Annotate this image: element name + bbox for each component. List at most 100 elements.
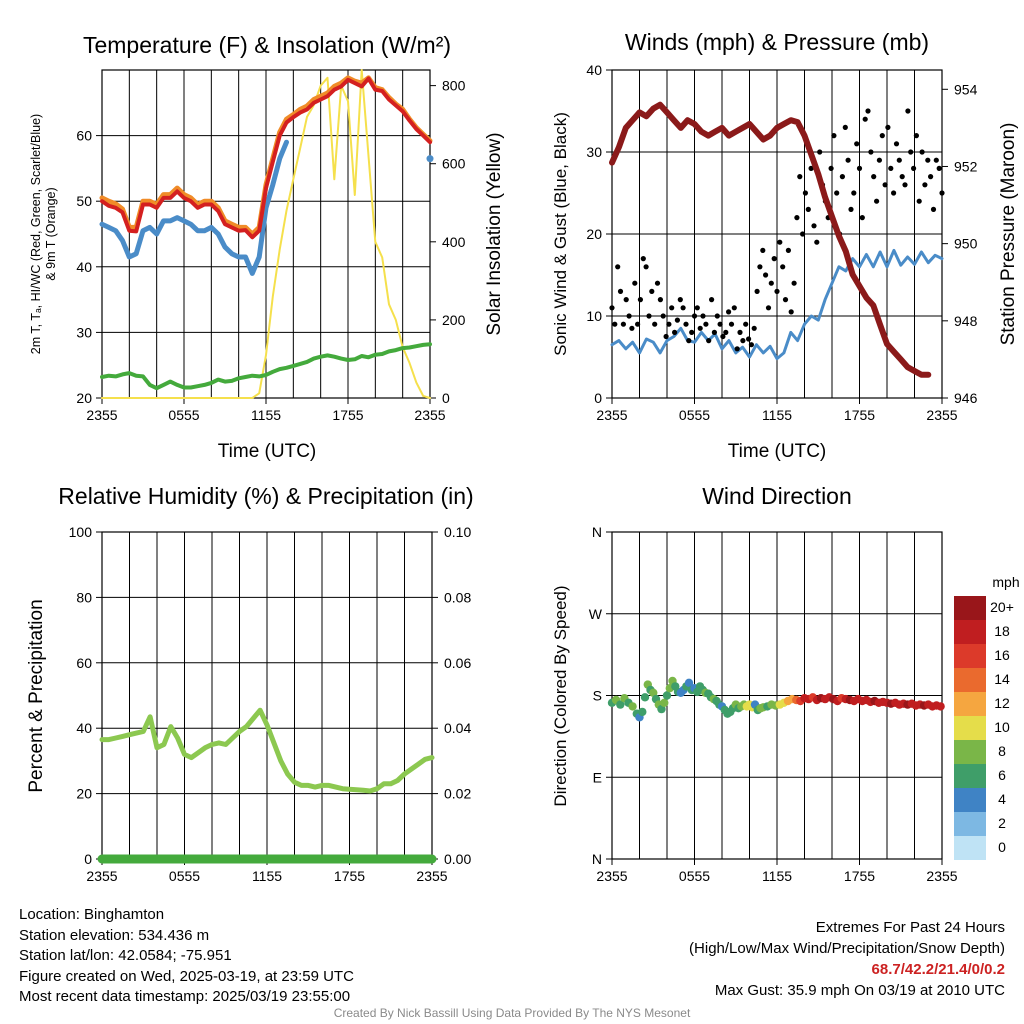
gust-point [697,325,703,331]
gust-point [754,288,760,294]
y-tick-label: N [592,851,602,867]
gust-point [674,317,681,323]
y-tick-label: E [593,769,602,785]
gust-point [797,174,803,180]
y-right-tick-label: 952 [954,158,978,174]
wind-direction-point [936,702,945,711]
gust-point [845,157,851,163]
gust-point [740,338,746,344]
x-tick-label: 1755 [334,868,365,884]
y-right-tick-label: 948 [954,313,978,329]
wind-direction-point [640,693,650,702]
gust-point [794,215,800,221]
x-tick-label: 1755 [844,868,875,884]
y-right-tick-label: 800 [442,78,466,94]
panel-2-title: Winds (mph) & Pressure (mb) [625,29,929,55]
x-tick-label: 2355 [926,407,957,423]
x-axis-label: Time (UTC) [728,441,827,462]
gust-point [666,321,672,327]
gust-point [706,338,712,344]
gust-point [848,206,854,212]
gust-point [709,297,715,303]
y-right-axis-label: Solar Insolation (Yellow) [484,132,505,335]
gust-point [791,280,797,286]
location-text: Location: Binghamton [19,906,165,923]
gust-point [669,305,675,311]
pressure-line [609,101,932,378]
y-tick-label: 30 [586,144,602,160]
wind-direction-point [628,702,637,711]
gust-point [831,133,837,139]
gust-point [936,165,942,171]
gust-point [808,165,814,171]
gust-point [703,321,709,327]
gust-point [731,305,737,311]
wind-direction-point [649,688,658,697]
gust-point [891,190,897,196]
gust-point [871,174,877,180]
gust-point [723,329,729,335]
gust-point [691,313,698,319]
gust-point [922,182,928,188]
y-tick-label: 30 [76,324,92,340]
gust-point [632,280,638,286]
legend-label: 18 [994,623,1010,639]
x-tick-label: 2355 [596,868,627,884]
gust-point [637,297,644,303]
gust-point [757,264,763,270]
gust-point [768,280,774,286]
extremes-subtitle: (High/Low/Max Wind/Precipitation/Snow De… [689,940,1005,957]
y-tick-label: 10 [586,308,602,324]
y-tick-label: 50 [76,193,92,209]
gust-point [765,305,772,311]
y-right-axis-label: Station Pressure (Maroon) [998,123,1019,346]
legend-label: 14 [994,671,1010,687]
x-tick-label: 1155 [762,868,792,884]
gust-point [751,325,757,331]
gust-point [609,305,615,311]
gust-point [902,182,908,188]
y-right-tick-label: 946 [954,390,978,406]
temp-2m-line [100,76,432,240]
gust-point [748,342,755,348]
y-right-tick-label: 950 [954,236,978,252]
gust-point [839,174,846,180]
gust-point [683,321,689,327]
gust-point [717,321,723,327]
gust-point [859,215,865,221]
gust-point [680,305,686,311]
gust-point [933,157,939,163]
sonic-wind-line [610,248,944,361]
y-right-tick-label: 0.04 [444,720,471,736]
y-right-tick-label: 200 [442,312,466,328]
wind-direction-point [684,678,694,687]
gust-point [746,336,752,342]
station-info: Location: Binghamton Station elevation: … [19,905,354,1008]
legend-label: 0 [998,839,1006,855]
gust-point [623,297,629,303]
gust-point [842,124,848,130]
gust-point [854,141,860,147]
gust-point [802,190,809,196]
gust-point [893,141,900,147]
gust-point [868,149,874,155]
gust-point [785,247,792,253]
max-gust-text: Max Gust: 35.9 mph On 03/19 at 2010 UTC [714,982,1005,999]
y-axis-label: Direction (Colored By Speed) [551,585,570,806]
gust-point [663,333,669,340]
wind-direction-point [657,704,666,714]
y-tick-label: 100 [69,524,93,540]
gust-point [916,198,922,204]
gust-point [834,190,840,196]
gust-point [649,288,655,294]
y-right-tick-label: 0.10 [444,524,471,540]
gust-point [925,157,931,163]
gust-point [617,288,624,294]
gust-point [851,190,857,196]
gust-point [782,297,789,303]
gust-point [737,329,743,335]
gust-point [928,174,934,180]
gust-point [896,157,902,163]
wind-direction-point [616,700,625,709]
gust-point [888,165,894,171]
